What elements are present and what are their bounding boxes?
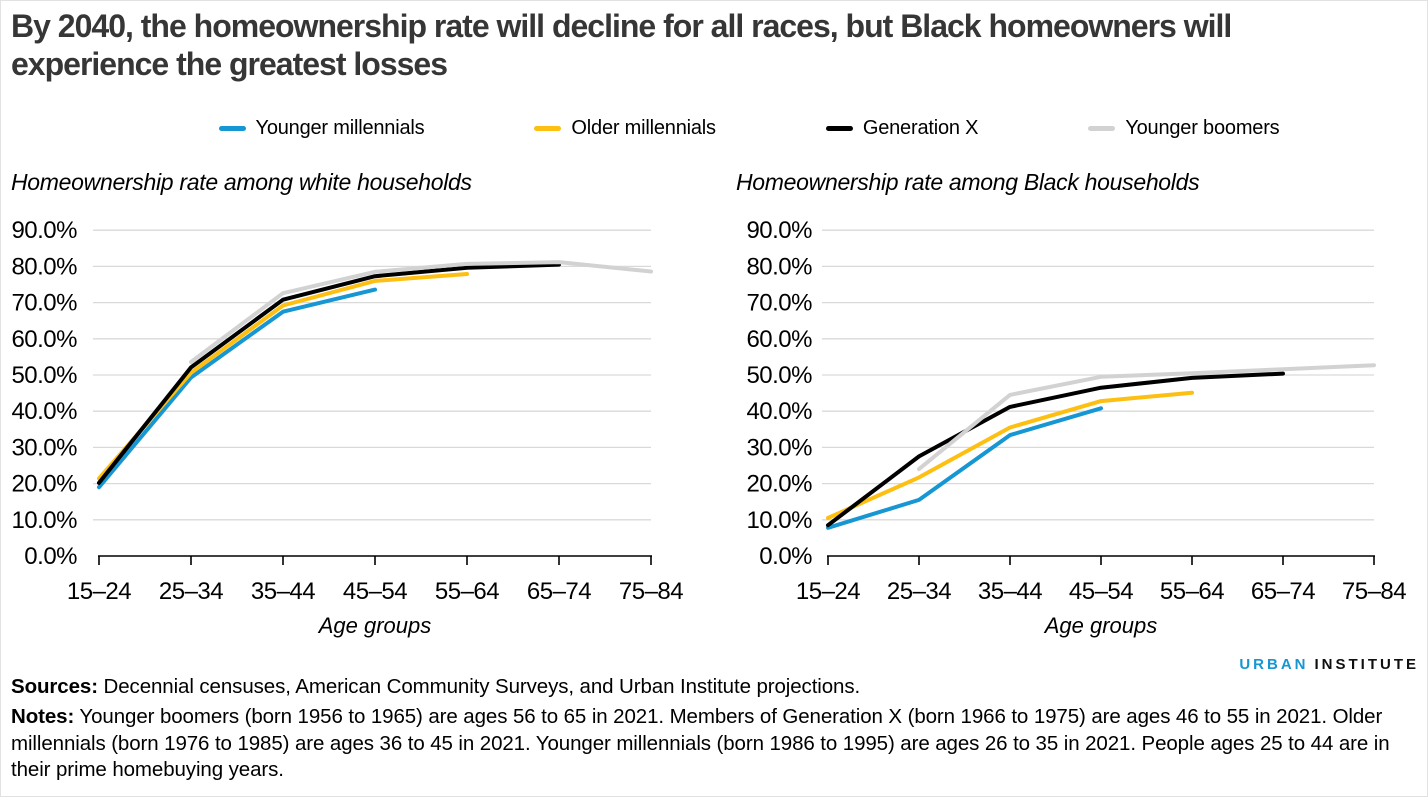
y-tick-label: 40.0% — [11, 398, 77, 425]
y-tick-label: 30.0% — [11, 434, 77, 461]
legend-label: Younger millennials — [255, 117, 425, 139]
chart-title-black-households: Homeownership rate among Black household… — [736, 169, 1200, 195]
y-tick-label: 90.0% — [11, 217, 77, 244]
x-tick-label: 45–54 — [343, 578, 407, 605]
x-axis-title: Age groups — [317, 613, 432, 638]
notes-label: Notes: — [11, 705, 75, 728]
notes-text: Younger boomers (born 1956 to 1965) are … — [11, 705, 1390, 781]
legend-swatch-younger-millennials — [218, 126, 246, 131]
series-line-older-millennials — [826, 390, 1194, 520]
series-lines — [826, 363, 1376, 530]
x-axis: 15–24 25–34 35–44 45–54 55–64 65–74 75–84 — [796, 555, 1407, 605]
x-tick-label: 75–84 — [619, 578, 683, 605]
legend-item-younger-boomers: Younger boomers — [1088, 117, 1280, 140]
x-tick-label: 15–24 — [67, 578, 131, 605]
legend-label: Younger boomers — [1125, 117, 1280, 139]
sources-text: Decennial censuses, American Community S… — [103, 675, 861, 698]
x-tick-label: 25–34 — [159, 578, 223, 605]
y-tick-label: 20.0% — [11, 471, 77, 498]
y-tick-label: 10.0% — [11, 507, 77, 534]
grid-lines — [822, 229, 1374, 521]
y-tick-label: 60.0% — [746, 326, 812, 353]
legend-item-generation-x: Generation X — [825, 117, 979, 140]
y-axis-labels: 0.0% 10.0% 20.0% 30.0% 40.0% 50.0% 60.0% 70.0% 8… — [11, 217, 77, 570]
x-tick-label: 25–34 — [887, 578, 951, 605]
series-line-younger-boomers — [189, 260, 653, 364]
y-tick-label: 70.0% — [11, 290, 77, 317]
y-tick-label: 50.0% — [746, 362, 812, 389]
series-line-younger-millennials — [826, 406, 1103, 530]
x-tick-label: 35–44 — [251, 578, 315, 605]
legend-swatch-younger-boomers — [1088, 126, 1116, 131]
legend-swatch-generation-x — [825, 126, 853, 131]
legend: Younger millennials Older millennials Gene… — [36, 117, 1427, 140]
sources-note: Sources: Decennial censuses, American Co… — [11, 675, 860, 699]
x-tick-label: 45–54 — [1069, 578, 1133, 605]
line-chart-white-households: 0.0% 10.0% 20.0% 30.0% 40.0% 50.0% 60.0% 70.0% 8… — [11, 217, 684, 638]
x-tick-label: 65–74 — [1251, 578, 1315, 605]
series-line-generation-x — [826, 371, 1285, 528]
y-tick-label: 0.0% — [24, 543, 77, 570]
logo-word-urban: URBAN — [1239, 656, 1309, 673]
chart-title-white-households: Homeownership rate among white household… — [11, 169, 472, 195]
sources-label: Sources: — [11, 675, 98, 698]
series-line-generation-x — [97, 262, 561, 485]
x-axis-title: Age groups — [1043, 613, 1158, 638]
legend-label: Older millennials — [571, 117, 716, 139]
y-tick-label: 50.0% — [11, 362, 77, 389]
logo-word-institute: INSTITUTE — [1314, 656, 1419, 673]
line-chart-black-households: 0.0% 10.0% 20.0% 30.0% 40.0% 50.0% 60.0% 70.0% 8… — [746, 217, 1407, 638]
y-tick-label: 10.0% — [746, 507, 812, 534]
urban-institute-logo: URBAN INSTITUTE — [1239, 656, 1419, 673]
y-tick-label: 40.0% — [746, 398, 812, 425]
y-axis-labels: 0.0% 10.0% 20.0% 30.0% 40.0% 50.0% 60.0% 70.0% 8… — [746, 217, 812, 570]
y-tick-label: 20.0% — [746, 471, 812, 498]
x-tick-label: 15–24 — [796, 578, 860, 605]
x-tick-label: 65–74 — [527, 578, 591, 605]
legend-swatch-older-millennials — [534, 126, 562, 131]
y-tick-label: 80.0% — [11, 253, 77, 280]
legend-item-younger-millennials: Younger millennials — [218, 117, 425, 140]
notes-note: Notes: Younger boomers (born 1956 to 196… — [11, 704, 1423, 784]
x-axis: 15–24 25–34 35–44 45–54 55–64 65–74 75–84 — [67, 555, 684, 605]
x-tick-label: 55–64 — [435, 578, 499, 605]
legend-label: Generation X — [862, 117, 979, 139]
legend-item-older-millennials: Older millennials — [534, 117, 716, 140]
y-tick-label: 0.0% — [759, 543, 812, 570]
y-tick-label: 80.0% — [746, 253, 812, 280]
y-tick-label: 70.0% — [746, 290, 812, 317]
x-tick-label: 35–44 — [978, 578, 1042, 605]
series-line-younger-millennials — [97, 287, 377, 490]
y-tick-label: 30.0% — [746, 434, 812, 461]
series-line-younger-boomers — [917, 363, 1376, 472]
y-tick-label: 90.0% — [746, 217, 812, 244]
y-tick-label: 60.0% — [11, 326, 77, 353]
x-tick-label: 55–64 — [1160, 578, 1224, 605]
x-tick-label: 75–84 — [1342, 578, 1406, 605]
series-lines — [97, 260, 653, 490]
page-title: By 2040, the homeownership rate will dec… — [11, 8, 1232, 82]
